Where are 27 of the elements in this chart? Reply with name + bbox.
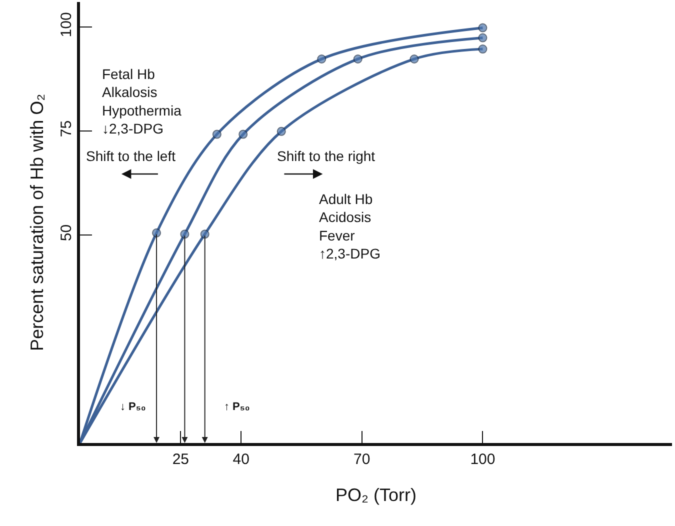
x-tick-label: 25 bbox=[172, 451, 190, 468]
point bbox=[180, 230, 190, 239]
point bbox=[353, 54, 362, 64]
annotation: ↑ P₅₀ bbox=[224, 401, 250, 413]
point bbox=[317, 54, 326, 64]
y-tick-label: 50 bbox=[58, 224, 75, 242]
annotation: Shift to the left bbox=[86, 148, 176, 164]
y-axis-title: Percent saturation of Hb with O₂ bbox=[27, 94, 48, 352]
x-tick-label: 100 bbox=[470, 451, 496, 468]
annotation: Adult Hb Acidosis Fever ↑2,3-DPG bbox=[319, 191, 380, 262]
point bbox=[276, 126, 286, 136]
point bbox=[212, 130, 222, 139]
annotation: Shift to the right bbox=[277, 148, 376, 164]
annotation: ↓ P₅₀ bbox=[120, 401, 146, 413]
annotation: Fetal Hb Alkalosis Hypothermia ↓2,3-DPG bbox=[102, 66, 182, 137]
point bbox=[478, 23, 488, 32]
point bbox=[200, 230, 210, 239]
point bbox=[478, 44, 488, 54]
point bbox=[238, 130, 248, 139]
point bbox=[478, 33, 488, 42]
y-tick-label: 75 bbox=[58, 120, 75, 138]
point bbox=[152, 228, 162, 238]
x-tick-label: 70 bbox=[354, 451, 370, 468]
y-tick-label: 100 bbox=[58, 12, 75, 38]
x-axis-title: PO₂ (Torr) bbox=[336, 485, 416, 506]
x-tick-label: 40 bbox=[232, 451, 250, 468]
point bbox=[410, 54, 419, 64]
